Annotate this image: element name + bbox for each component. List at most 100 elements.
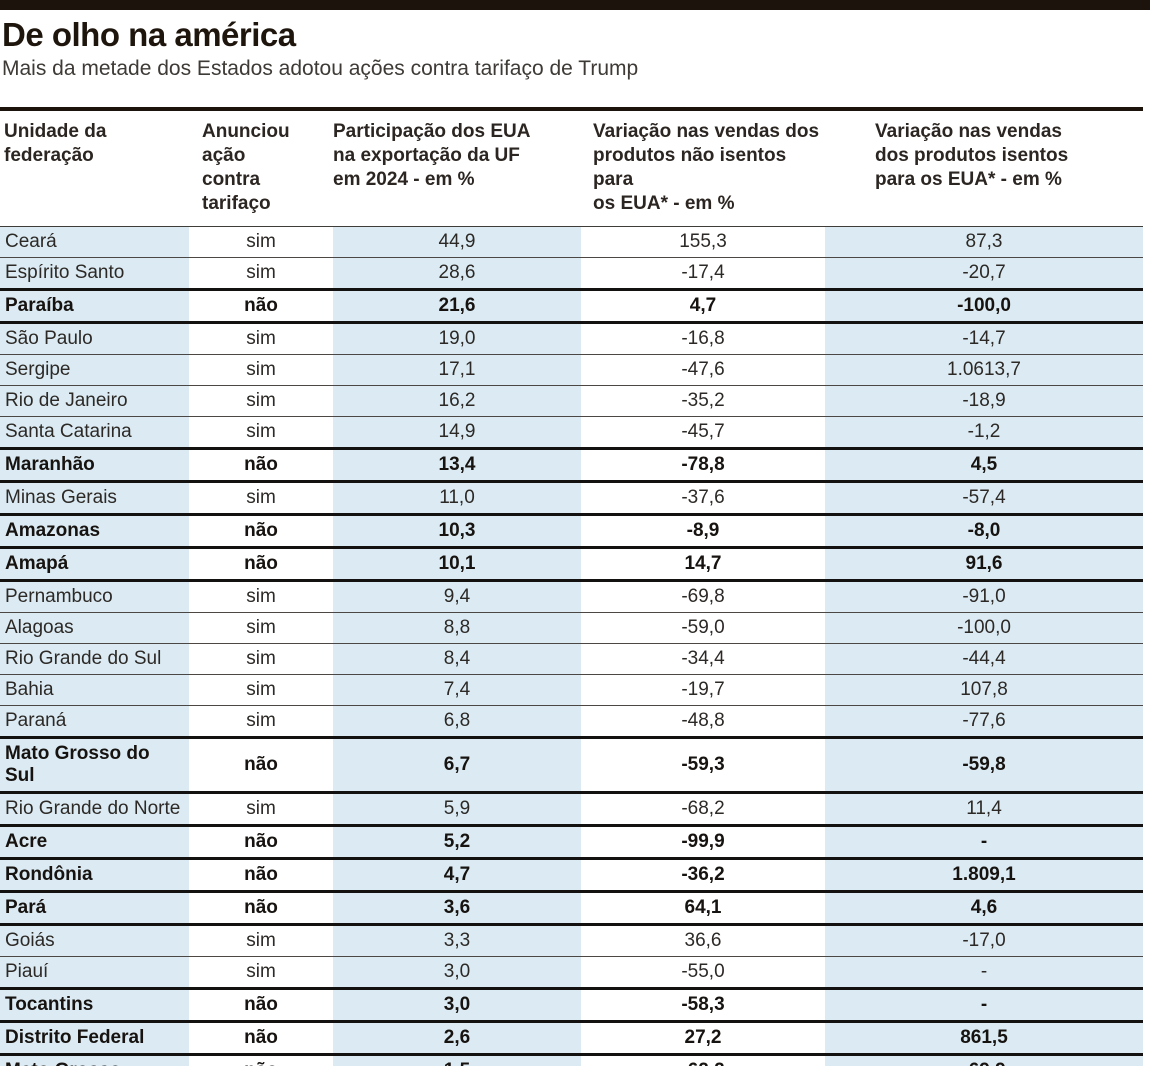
table-row: Rio de Janeiro sim 16,2 -35,2 -18,9	[0, 385, 1143, 417]
cell-action-announced: sim	[246, 710, 276, 731]
table-row: Espírito Santo sim 28,6 -17,4 -20,7	[0, 257, 1143, 290]
cell-us-share: 4,7	[333, 858, 581, 892]
table-row: Alagoas sim 8,8 -59,0 -100,0	[0, 612, 1143, 644]
cell-state-name: Maranhão	[0, 448, 189, 482]
cell-action-announced: não	[244, 454, 278, 475]
table-body: Ceará sim 44,9 155,3 87,3 Espírito Santo…	[0, 226, 1143, 1066]
cell-us-share: 44,9	[333, 226, 581, 258]
cell-action-announced: sim	[246, 231, 276, 252]
cell-state-name: Rio de Janeiro	[0, 385, 189, 417]
table-row: Santa Catarina sim 14,9 -45,7 -1,2	[0, 416, 1143, 449]
table-row: Paraíba não 21,6 4,7 -100,0	[0, 289, 1143, 323]
cell-non-exempt-variation: -58,3	[681, 994, 725, 1015]
cell-non-exempt-variation: -45,7	[681, 421, 725, 442]
cell-us-share: 2,6	[333, 1021, 581, 1055]
cell-action-announced: não	[244, 520, 278, 541]
cell-exempt-variation: -	[825, 988, 1143, 1022]
cell-non-exempt-variation: 4,7	[689, 295, 717, 316]
page-title: De olho na américa	[2, 16, 296, 53]
cell-exempt-variation: 107,8	[825, 674, 1143, 706]
header-announced-action: Anunciou ação contra tarifaço	[189, 109, 333, 227]
cell-state-name: Pernambuco	[0, 580, 189, 613]
cell-state-name: Acre	[0, 825, 189, 859]
header-non-exempt-variation: Variação nas vendas dos produtos não ise…	[581, 109, 825, 227]
cell-exempt-variation: 861,5	[825, 1021, 1143, 1055]
cell-exempt-variation: -44,4	[825, 643, 1143, 675]
cell-non-exempt-variation: -36,2	[681, 864, 725, 885]
cell-action-announced: sim	[246, 421, 276, 442]
table-row: Amapá não 10,1 14,7 91,6	[0, 547, 1143, 581]
cell-non-exempt-variation: 27,2	[684, 1027, 722, 1048]
cell-action-announced: sim	[246, 586, 276, 607]
table-row: Distrito Federal não 2,6 27,2 861,5	[0, 1021, 1143, 1055]
states-tariff-table: Unidade da federação Anunciou ação contr…	[0, 107, 1143, 1066]
cell-exempt-variation: 1.0613,7	[825, 354, 1143, 386]
cell-non-exempt-variation: 36,6	[684, 930, 722, 951]
cell-us-share: 3,0	[333, 988, 581, 1022]
table-row: Bahia sim 7,4 -19,7 107,8	[0, 674, 1143, 706]
table-row: Rio Grande do Sul sim 8,4 -34,4 -44,4	[0, 643, 1143, 675]
cell-non-exempt-variation: -55,0	[681, 961, 725, 982]
cell-state-name: Rio Grande do Sul	[0, 643, 189, 675]
cell-action-announced: não	[244, 1027, 278, 1048]
cell-us-share: 1,5	[333, 1054, 581, 1066]
cell-non-exempt-variation: -59,0	[681, 617, 725, 638]
cell-non-exempt-variation: -78,8	[681, 454, 725, 475]
cell-state-name: São Paulo	[0, 322, 189, 355]
cell-action-announced: sim	[246, 262, 276, 283]
table-row: Maranhão não 13,4 -78,8 4,5	[0, 448, 1143, 482]
cell-action-announced: sim	[246, 328, 276, 349]
cell-non-exempt-variation: -37,6	[681, 487, 725, 508]
cell-action-announced: sim	[246, 798, 276, 819]
cell-us-share: 10,3	[333, 514, 581, 548]
cell-exempt-variation: -77,6	[825, 705, 1143, 738]
cell-state-name: Sergipe	[0, 354, 189, 386]
cell-state-name: Amapá	[0, 547, 189, 581]
table-row: Paraná sim 6,8 -48,8 -77,6	[0, 705, 1143, 738]
cell-us-share: 16,2	[333, 385, 581, 417]
cell-action-announced: não	[244, 295, 278, 316]
cell-non-exempt-variation: -48,8	[681, 710, 725, 731]
cell-exempt-variation: -	[825, 825, 1143, 859]
cell-us-share: 21,6	[333, 289, 581, 323]
cell-non-exempt-variation: -8,9	[686, 520, 720, 541]
cell-state-name: Amazonas	[0, 514, 189, 548]
cell-state-name: Minas Gerais	[0, 481, 189, 515]
cell-state-name: Paraná	[0, 705, 189, 738]
cell-action-announced: sim	[246, 648, 276, 669]
cell-us-share: 8,4	[333, 643, 581, 675]
cell-non-exempt-variation: -34,4	[681, 648, 725, 669]
cell-non-exempt-variation: 64,1	[684, 897, 722, 918]
cell-exempt-variation: -100,0	[825, 289, 1143, 323]
cell-non-exempt-variation: -35,2	[681, 390, 725, 411]
cell-state-name: Piauí	[0, 956, 189, 989]
cell-us-share: 5,9	[333, 792, 581, 826]
table-row: Acre não 5,2 -99,9 -	[0, 825, 1143, 859]
cell-state-name: Santa Catarina	[0, 416, 189, 449]
cell-us-share: 28,6	[333, 257, 581, 290]
cell-state-name: Tocantins	[0, 988, 189, 1022]
cell-state-name: Paraíba	[0, 289, 189, 323]
cell-state-name: Bahia	[0, 674, 189, 706]
cell-exempt-variation: 4,6	[825, 891, 1143, 925]
cell-state-name: Rondônia	[0, 858, 189, 892]
cell-action-announced: sim	[246, 390, 276, 411]
cell-action-announced: sim	[246, 359, 276, 380]
cell-state-name: Rio Grande do Norte	[0, 792, 189, 826]
cell-state-name: Mato Grosso do Sul	[0, 737, 189, 793]
cell-action-announced: sim	[246, 487, 276, 508]
cell-non-exempt-variation: -68,2	[681, 798, 725, 819]
table-row: Goiás sim 3,3 36,6 -17,0	[0, 924, 1143, 957]
cell-non-exempt-variation: -47,6	[681, 359, 725, 380]
cell-exempt-variation: 87,3	[825, 226, 1143, 258]
cell-exempt-variation: -59,8	[825, 737, 1143, 793]
cell-us-share: 6,8	[333, 705, 581, 738]
cell-state-name: Distrito Federal	[0, 1021, 189, 1055]
cell-exempt-variation: -17,0	[825, 924, 1143, 957]
cell-exempt-variation: -69,9	[825, 1054, 1143, 1066]
cell-exempt-variation: -	[825, 956, 1143, 989]
cell-non-exempt-variation: -99,9	[681, 831, 725, 852]
table-row: São Paulo sim 19,0 -16,8 -14,7	[0, 322, 1143, 355]
table-row: Pernambuco sim 9,4 -69,8 -91,0	[0, 580, 1143, 613]
table-header-row: Unidade da federação Anunciou ação contr…	[0, 109, 1143, 227]
